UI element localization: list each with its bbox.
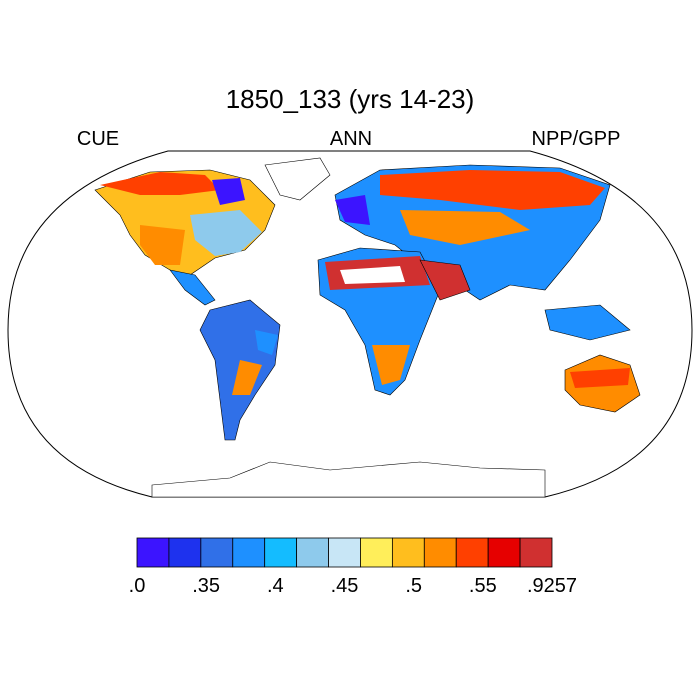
colorbar-label: .0 xyxy=(129,575,146,597)
region xyxy=(255,330,278,355)
colorbar-box xyxy=(232,537,266,568)
colorbar-label: .45 xyxy=(331,575,359,597)
colorbar-label: .35 xyxy=(192,575,220,597)
region xyxy=(400,210,530,245)
colorbar-box xyxy=(264,537,298,568)
colorbar-box xyxy=(391,537,425,568)
arabia xyxy=(419,259,471,301)
central-america xyxy=(169,269,216,306)
colorbar-box xyxy=(200,537,234,568)
antarctica xyxy=(151,461,546,498)
region xyxy=(340,266,405,284)
colorbar-label: .9257 xyxy=(527,575,577,597)
colorbar-box xyxy=(423,537,457,568)
title: 1850_133 (yrs 14-23) xyxy=(226,84,475,114)
greenland xyxy=(264,157,331,201)
colorbar-box xyxy=(455,537,489,568)
right-label: NPP/GPP xyxy=(532,128,621,150)
region xyxy=(232,360,262,395)
colorbar-label: .4 xyxy=(267,575,284,597)
colorbar-box xyxy=(519,537,553,568)
region xyxy=(372,345,410,385)
region xyxy=(190,210,262,256)
colorbar-label: .55 xyxy=(469,575,497,597)
colorbar-box xyxy=(136,537,170,568)
colorbar-box xyxy=(168,537,202,568)
center-label: ANN xyxy=(330,128,372,150)
colorbar-box xyxy=(296,537,329,568)
colorbar: .0 .35 .4 .45 .5 .55 .9257 xyxy=(129,537,577,597)
region xyxy=(212,178,245,205)
region xyxy=(380,170,605,210)
region xyxy=(100,172,220,195)
colorbar-box xyxy=(487,537,521,568)
colorbar-box xyxy=(360,537,393,568)
left-label: CUE xyxy=(77,128,119,150)
colorbar-label: .5 xyxy=(405,575,422,597)
islands xyxy=(544,304,631,341)
region xyxy=(570,368,630,388)
region xyxy=(335,195,370,225)
colorbar-box xyxy=(328,537,361,568)
map xyxy=(7,150,693,498)
region xyxy=(140,225,185,265)
